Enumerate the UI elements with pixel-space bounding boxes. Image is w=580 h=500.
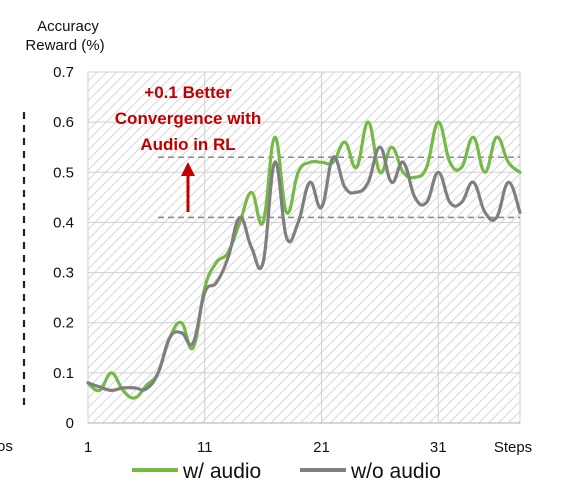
reference-lines xyxy=(158,156,520,219)
x-tick-label: 11 xyxy=(197,439,213,456)
up-arrow-icon xyxy=(181,162,195,212)
legend-label-with-audio: w/ audio xyxy=(182,460,261,483)
legend-label-without-audio: w/o audio xyxy=(350,460,441,483)
y-axis-label-line-1: Accuracy xyxy=(37,18,99,35)
annotation-line-2: Convergence with xyxy=(115,109,261,128)
y-tick-label: 0.7 xyxy=(53,64,74,81)
y-tick-label: 0 xyxy=(66,415,74,432)
left-cropped-text: os xyxy=(0,438,13,455)
y-axis-ticks: 0 0.1 0.2 0.3 0.4 0.5 0.6 0.7 xyxy=(53,64,74,432)
y-tick-label: 0.2 xyxy=(53,315,74,332)
y-tick-label: 0.6 xyxy=(53,114,74,131)
x-tick-label: 1 xyxy=(84,439,92,456)
y-tick-label: 0.3 xyxy=(53,265,74,282)
legend: w/ audio w/o audio xyxy=(132,460,441,483)
annotation-line-1: +0.1 Better xyxy=(144,83,232,102)
y-tick-label: 0.1 xyxy=(53,365,74,382)
x-tick-label: 21 xyxy=(313,439,330,456)
series-line-w-o-audio xyxy=(86,145,522,393)
series-lines xyxy=(86,120,522,400)
gridlines xyxy=(87,71,521,424)
x-tick-label: 31 xyxy=(430,439,447,456)
y-tick-label: 0.4 xyxy=(53,214,74,231)
y-tick-label: 0.5 xyxy=(53,164,74,181)
x-axis-ticks: 1 11 21 31 xyxy=(84,439,447,456)
annotation-line-3: Audio in RL xyxy=(140,135,235,154)
x-axis-label: Steps xyxy=(494,439,532,456)
y-axis-label-line-2: Reward (%) xyxy=(25,37,104,54)
